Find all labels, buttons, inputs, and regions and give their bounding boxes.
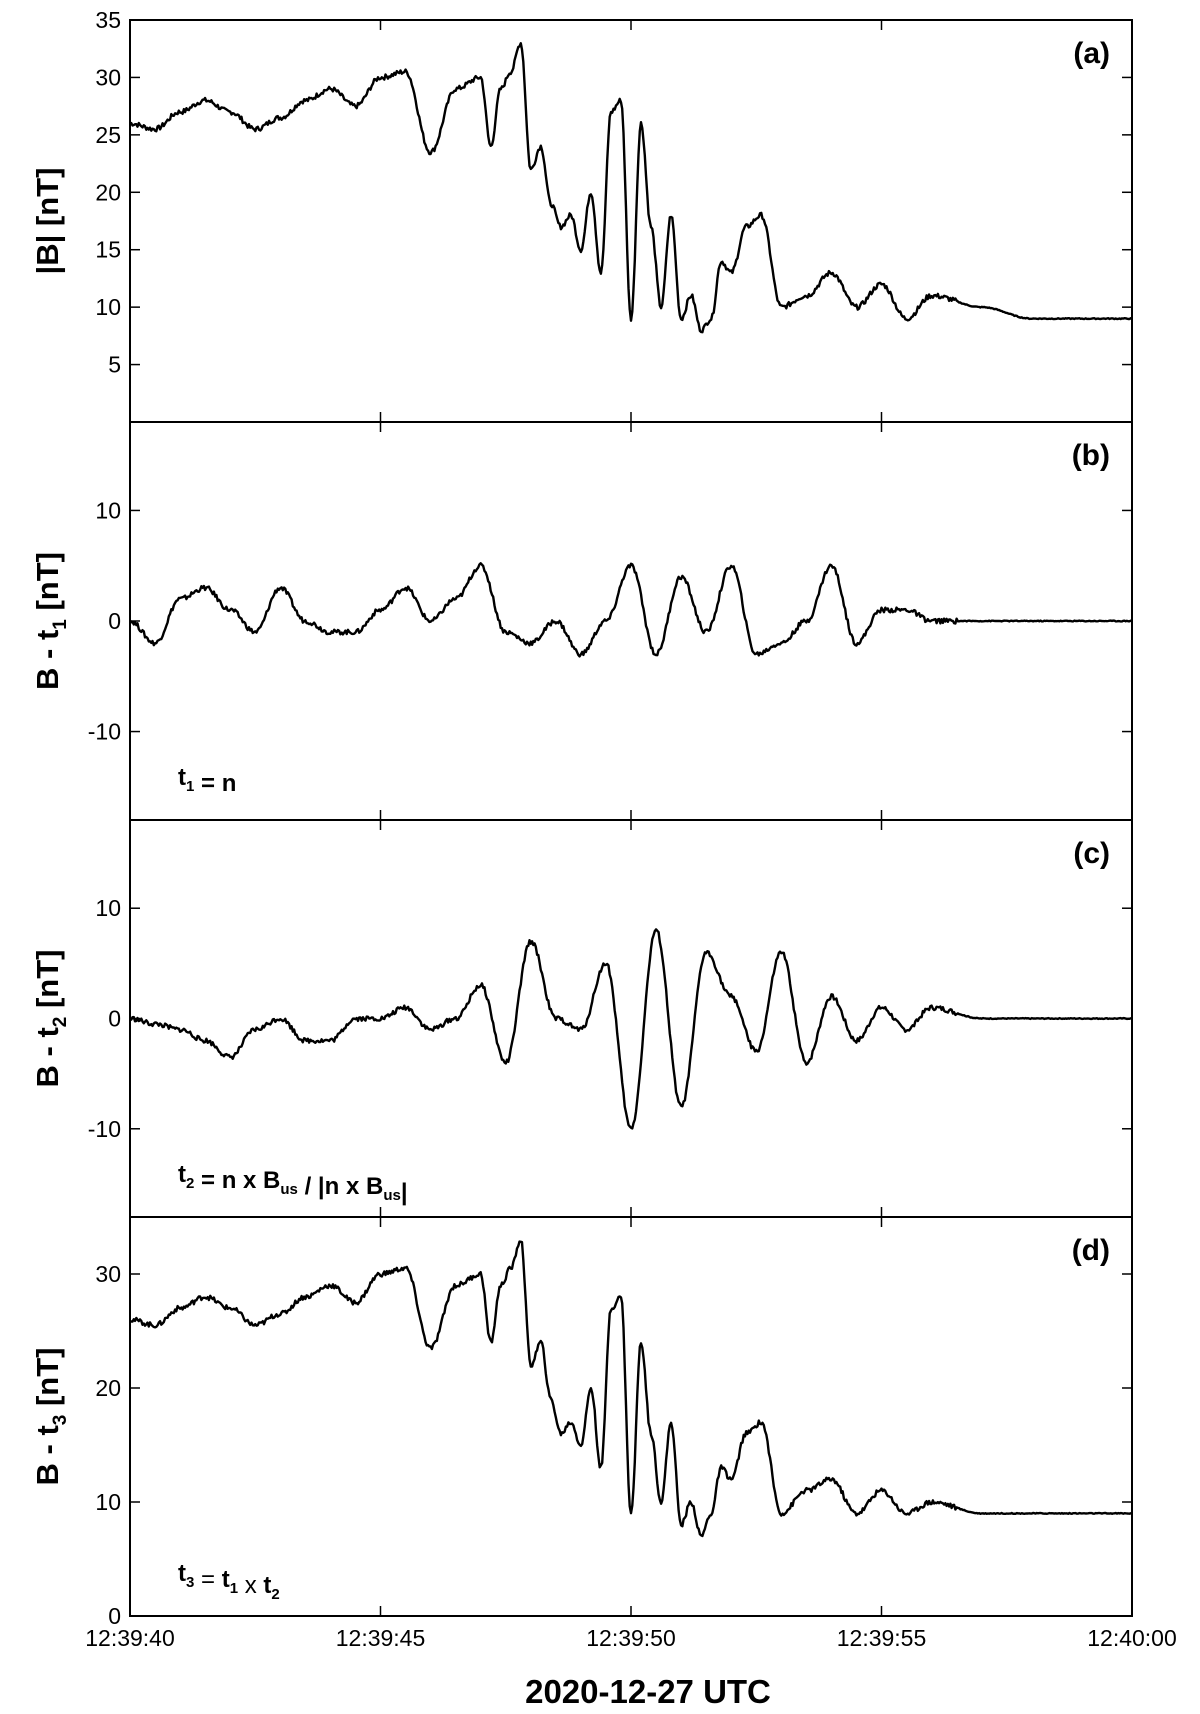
panel-c: -10 0 10 (c) B - t2 [nT] t2 = n x Bus / |n x … [30, 819, 1133, 1218]
y-tick-label: -10 [88, 719, 121, 745]
y-tick-label: 5 [108, 352, 121, 378]
y-tick-label: 10 [95, 895, 121, 921]
y-tick-label: 10 [95, 1489, 121, 1515]
panel-annotation: t2 = n x Bus / |n x Bus| [178, 1161, 408, 1206]
panel-a: 5 10 15 20 25 30 35 (a) |B| [nT] [30, 7, 1133, 423]
panel-label: (a) [1073, 37, 1110, 70]
y-tick-label: 30 [95, 64, 121, 90]
series-line [129, 1240, 1133, 1538]
x-tick-label: 12:40:00 [1087, 1625, 1177, 1651]
series-line [129, 562, 1133, 658]
panel-label: (b) [1072, 439, 1110, 472]
y-tick-label: 10 [95, 497, 121, 523]
y-axis-label: |B| [nT] [30, 168, 65, 275]
panels: 5 10 15 20 25 30 35 (a) |B| [nT] -10 0 10 (b) B - t1 … [30, 7, 1177, 1651]
x-axis-label: 2020-12-27 UTC [525, 1673, 771, 1710]
plot-frame [129, 1216, 1133, 1617]
y-tick-label: 0 [108, 1006, 121, 1032]
panel-annotation: t1 = n [178, 764, 236, 797]
y-tick-label: 0 [108, 1603, 121, 1629]
plot-frame [129, 19, 1133, 423]
y-tick-label: -10 [88, 1116, 121, 1142]
y-axis-label: B - t2 [nT] [30, 950, 71, 1088]
series-line [129, 42, 1133, 334]
y-axis-label: B - t1 [nT] [30, 552, 71, 690]
series-line [129, 928, 1133, 1130]
panel-label: (c) [1073, 837, 1110, 870]
y-tick-label: 20 [95, 179, 121, 205]
y-tick-label: 35 [95, 7, 121, 33]
x-tick-label: 12:39:45 [336, 1625, 426, 1651]
y-tick-label: 20 [95, 1375, 121, 1401]
y-axis-label: B - t3 [nT] [30, 1348, 71, 1486]
panel-b: -10 0 10 (b) B - t1 [nT] t1 = n [30, 421, 1133, 821]
y-tick-label: 0 [108, 608, 121, 634]
y-tick-label: 15 [95, 237, 121, 263]
panel-d: 0 10 20 30 (d) B - t3 [nT] t3 = t1 x t2 [30, 1216, 1133, 1629]
y-tick-label: 30 [95, 1261, 121, 1287]
panel-label: (d) [1072, 1234, 1110, 1267]
x-tick-label: 12:39:55 [837, 1625, 927, 1651]
x-tick-label: 12:39:50 [586, 1625, 676, 1651]
x-tick-label: 12:39:40 [85, 1625, 175, 1651]
y-tick-label: 25 [95, 122, 121, 148]
y-tick-label: 10 [95, 294, 121, 320]
panel-annotation: t3 = t1 x t2 [178, 1560, 280, 1603]
